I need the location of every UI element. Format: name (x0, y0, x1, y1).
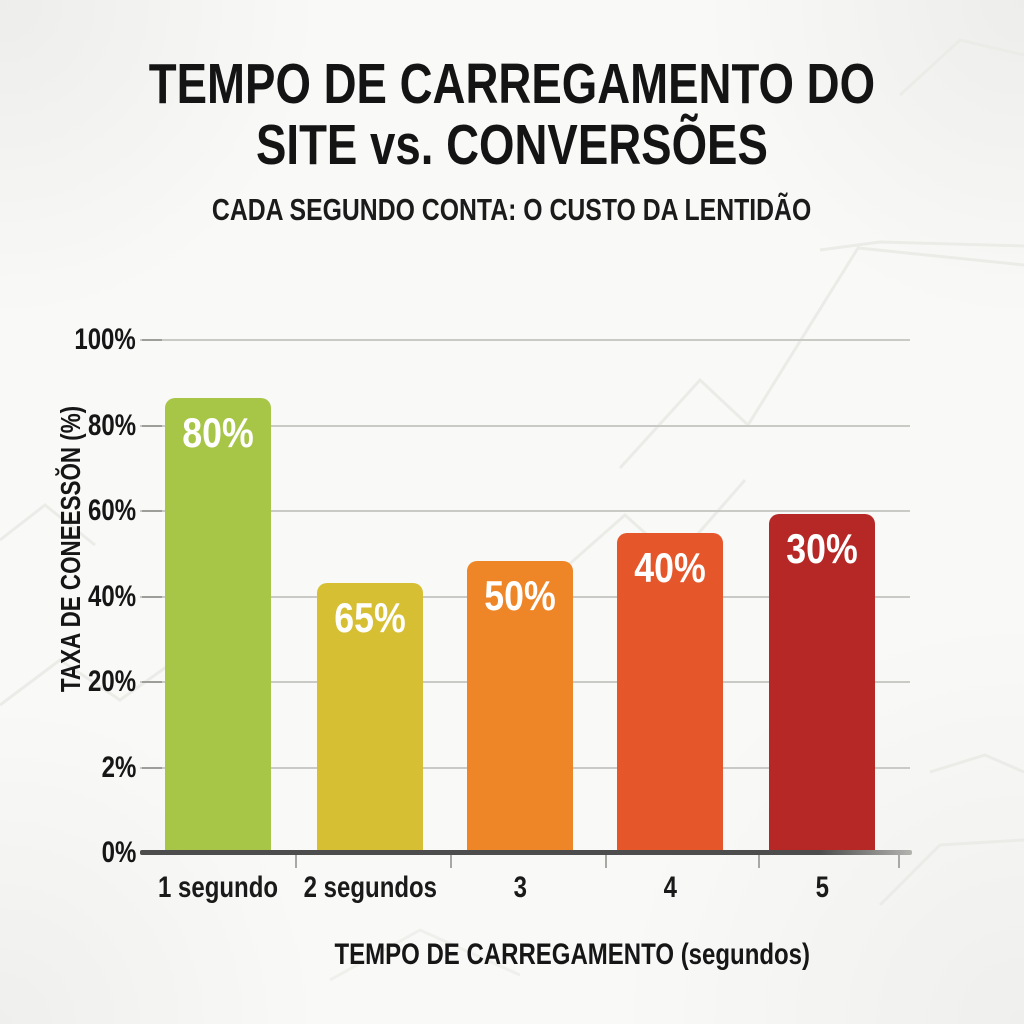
bar-value-label: 65% (317, 597, 423, 639)
y-axis-label-text: TAXA DE CONEESSŎN (%) (55, 405, 86, 693)
bar-value-label: 50% (467, 575, 573, 617)
y-tick-label-text: 40% (87, 579, 136, 613)
chart-header: TEMPO DE CARREGAMENTO DO SITE vs. CONVER… (0, 54, 1024, 228)
y-tick-mark (142, 681, 162, 683)
x-tick-mark (898, 855, 900, 868)
bar-value-label: 40% (617, 543, 723, 591)
y-tick-label: 20% (16, 667, 136, 697)
bar-value-label-text: 30% (786, 524, 858, 572)
y-tick-label: 80% (16, 408, 136, 442)
x-category-label-text: 4 (663, 871, 677, 904)
chart-title-line2: SITE vs. CONVERSÕES (0, 115, 1024, 176)
y-tick-label-text: 2% (101, 750, 136, 784)
y-tick-label: 60% (16, 496, 136, 526)
bar-value-label: 80% (165, 408, 271, 456)
y-tick-label: 0% (16, 838, 136, 868)
x-tick-mark (605, 855, 607, 868)
x-category-label: 2 segundos (260, 872, 480, 904)
x-category-label: 1 segundo (108, 872, 328, 904)
bar-1: 80% (165, 397, 271, 853)
bar-value-label-text: 40% (634, 543, 706, 591)
y-tick-label-text: 80% (87, 408, 136, 442)
bar-5: 30% (769, 513, 875, 853)
x-category-label-text: 2 segundos (303, 871, 437, 904)
gridline (140, 424, 910, 427)
bar-3: 50% (467, 561, 573, 853)
y-tick-mark (142, 424, 162, 427)
bar-value-label-text: 65% (334, 594, 406, 642)
chart-subtitle-text: CADA SEGUNDO CONTA: O CUSTO DA LENTIDÃO (212, 192, 812, 227)
bar-value-label-text: 80% (182, 408, 254, 456)
x-category-label: 3 (410, 872, 630, 904)
y-tick-label-text: 0% (101, 836, 136, 869)
chart-title-line2-text: SITE vs. CONVERSÕES (256, 113, 768, 177)
y-tick-mark (142, 766, 162, 769)
x-tick-mark (758, 855, 760, 868)
bar-2: 65% (317, 583, 423, 853)
x-axis-label-text: TEMPO DE CARREGAMENTO (segundos) (334, 938, 811, 971)
y-tick-label: 40% (16, 579, 136, 613)
y-tick-mark (142, 510, 162, 512)
chart-title-line1: TEMPO DE CARREGAMENTO DO (0, 54, 1024, 115)
x-axis-line (140, 850, 912, 855)
y-tick-label-text: 100% (74, 323, 136, 356)
bar-value-label-text: 50% (484, 572, 556, 620)
x-category-label: 4 (560, 872, 780, 904)
y-tick-mark (142, 339, 162, 341)
x-tick-mark (295, 855, 297, 868)
x-category-label-text: 3 (513, 871, 527, 904)
chart-subtitle: CADA SEGUNDO CONTA: O CUSTO DA LENTIDÃO (0, 192, 1024, 228)
y-tick-label-text: 20% (87, 665, 136, 698)
x-tick-mark (450, 855, 452, 868)
x-category-label: 5 (712, 872, 932, 904)
chart-title-line1-text: TEMPO DE CARREGAMENTO DO (148, 52, 876, 116)
y-tick-label: 2% (16, 750, 136, 784)
bar-4: 40% (617, 532, 723, 853)
y-tick-label-text: 60% (87, 494, 136, 527)
y-tick-label: 100% (16, 325, 136, 355)
bar-value-label: 30% (769, 524, 875, 572)
x-category-label-text: 1 segundo (157, 871, 278, 904)
gridline (140, 339, 910, 341)
gridline (140, 510, 910, 512)
x-category-label-text: 5 (815, 871, 829, 904)
y-axis-label: TAXA DE CONEESSŎN (%) (55, 370, 87, 728)
x-axis-label: TEMPO DE CARREGAMENTO (segundos) (275, 938, 810, 972)
y-tick-mark (142, 595, 162, 598)
